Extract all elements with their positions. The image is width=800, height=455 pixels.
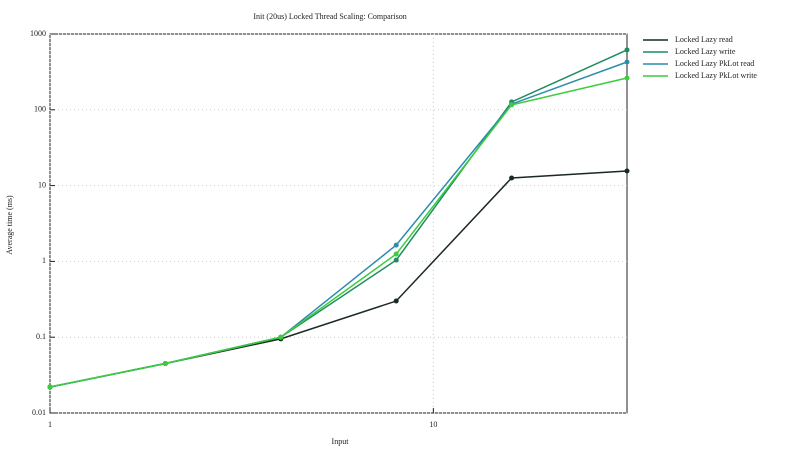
legend-label: Locked Lazy read (675, 35, 733, 44)
series-line (49, 49, 628, 388)
y-tick-label: 0.01 (32, 408, 46, 417)
data-point (393, 257, 399, 263)
data-point (162, 360, 168, 366)
y-tick-label: 1000 (30, 29, 46, 38)
data-point (278, 334, 284, 340)
legend-label: Locked Lazy PkLot read (675, 59, 754, 68)
data-point (624, 75, 630, 81)
data-point (624, 47, 630, 53)
y-tick-label: 1 (42, 256, 46, 265)
series-line (49, 77, 628, 388)
series-line (49, 61, 628, 388)
data-point (624, 168, 630, 174)
legend-label: Locked Lazy write (675, 47, 736, 56)
chart-title: Init (20us) Locked Thread Scaling: Compa… (253, 12, 406, 21)
data-point (509, 175, 515, 181)
series-line (49, 170, 628, 388)
data-point (393, 242, 399, 248)
y-axis-label: Average time (ms) (5, 195, 14, 255)
data-point (393, 298, 399, 304)
y-tick-label: 100 (34, 105, 46, 114)
y-tick-label: 0.1 (36, 332, 46, 341)
data-point (47, 384, 53, 390)
legend-label: Locked Lazy PkLot write (675, 71, 757, 80)
data-point (393, 251, 399, 257)
data-point (509, 102, 515, 108)
x-tick-label: 1 (48, 420, 52, 429)
y-tick-label: 10 (38, 180, 46, 189)
x-axis-label: Input (332, 437, 350, 446)
x-tick-label: 10 (429, 420, 437, 429)
data-point (624, 59, 630, 65)
plot-frame (49, 33, 628, 414)
